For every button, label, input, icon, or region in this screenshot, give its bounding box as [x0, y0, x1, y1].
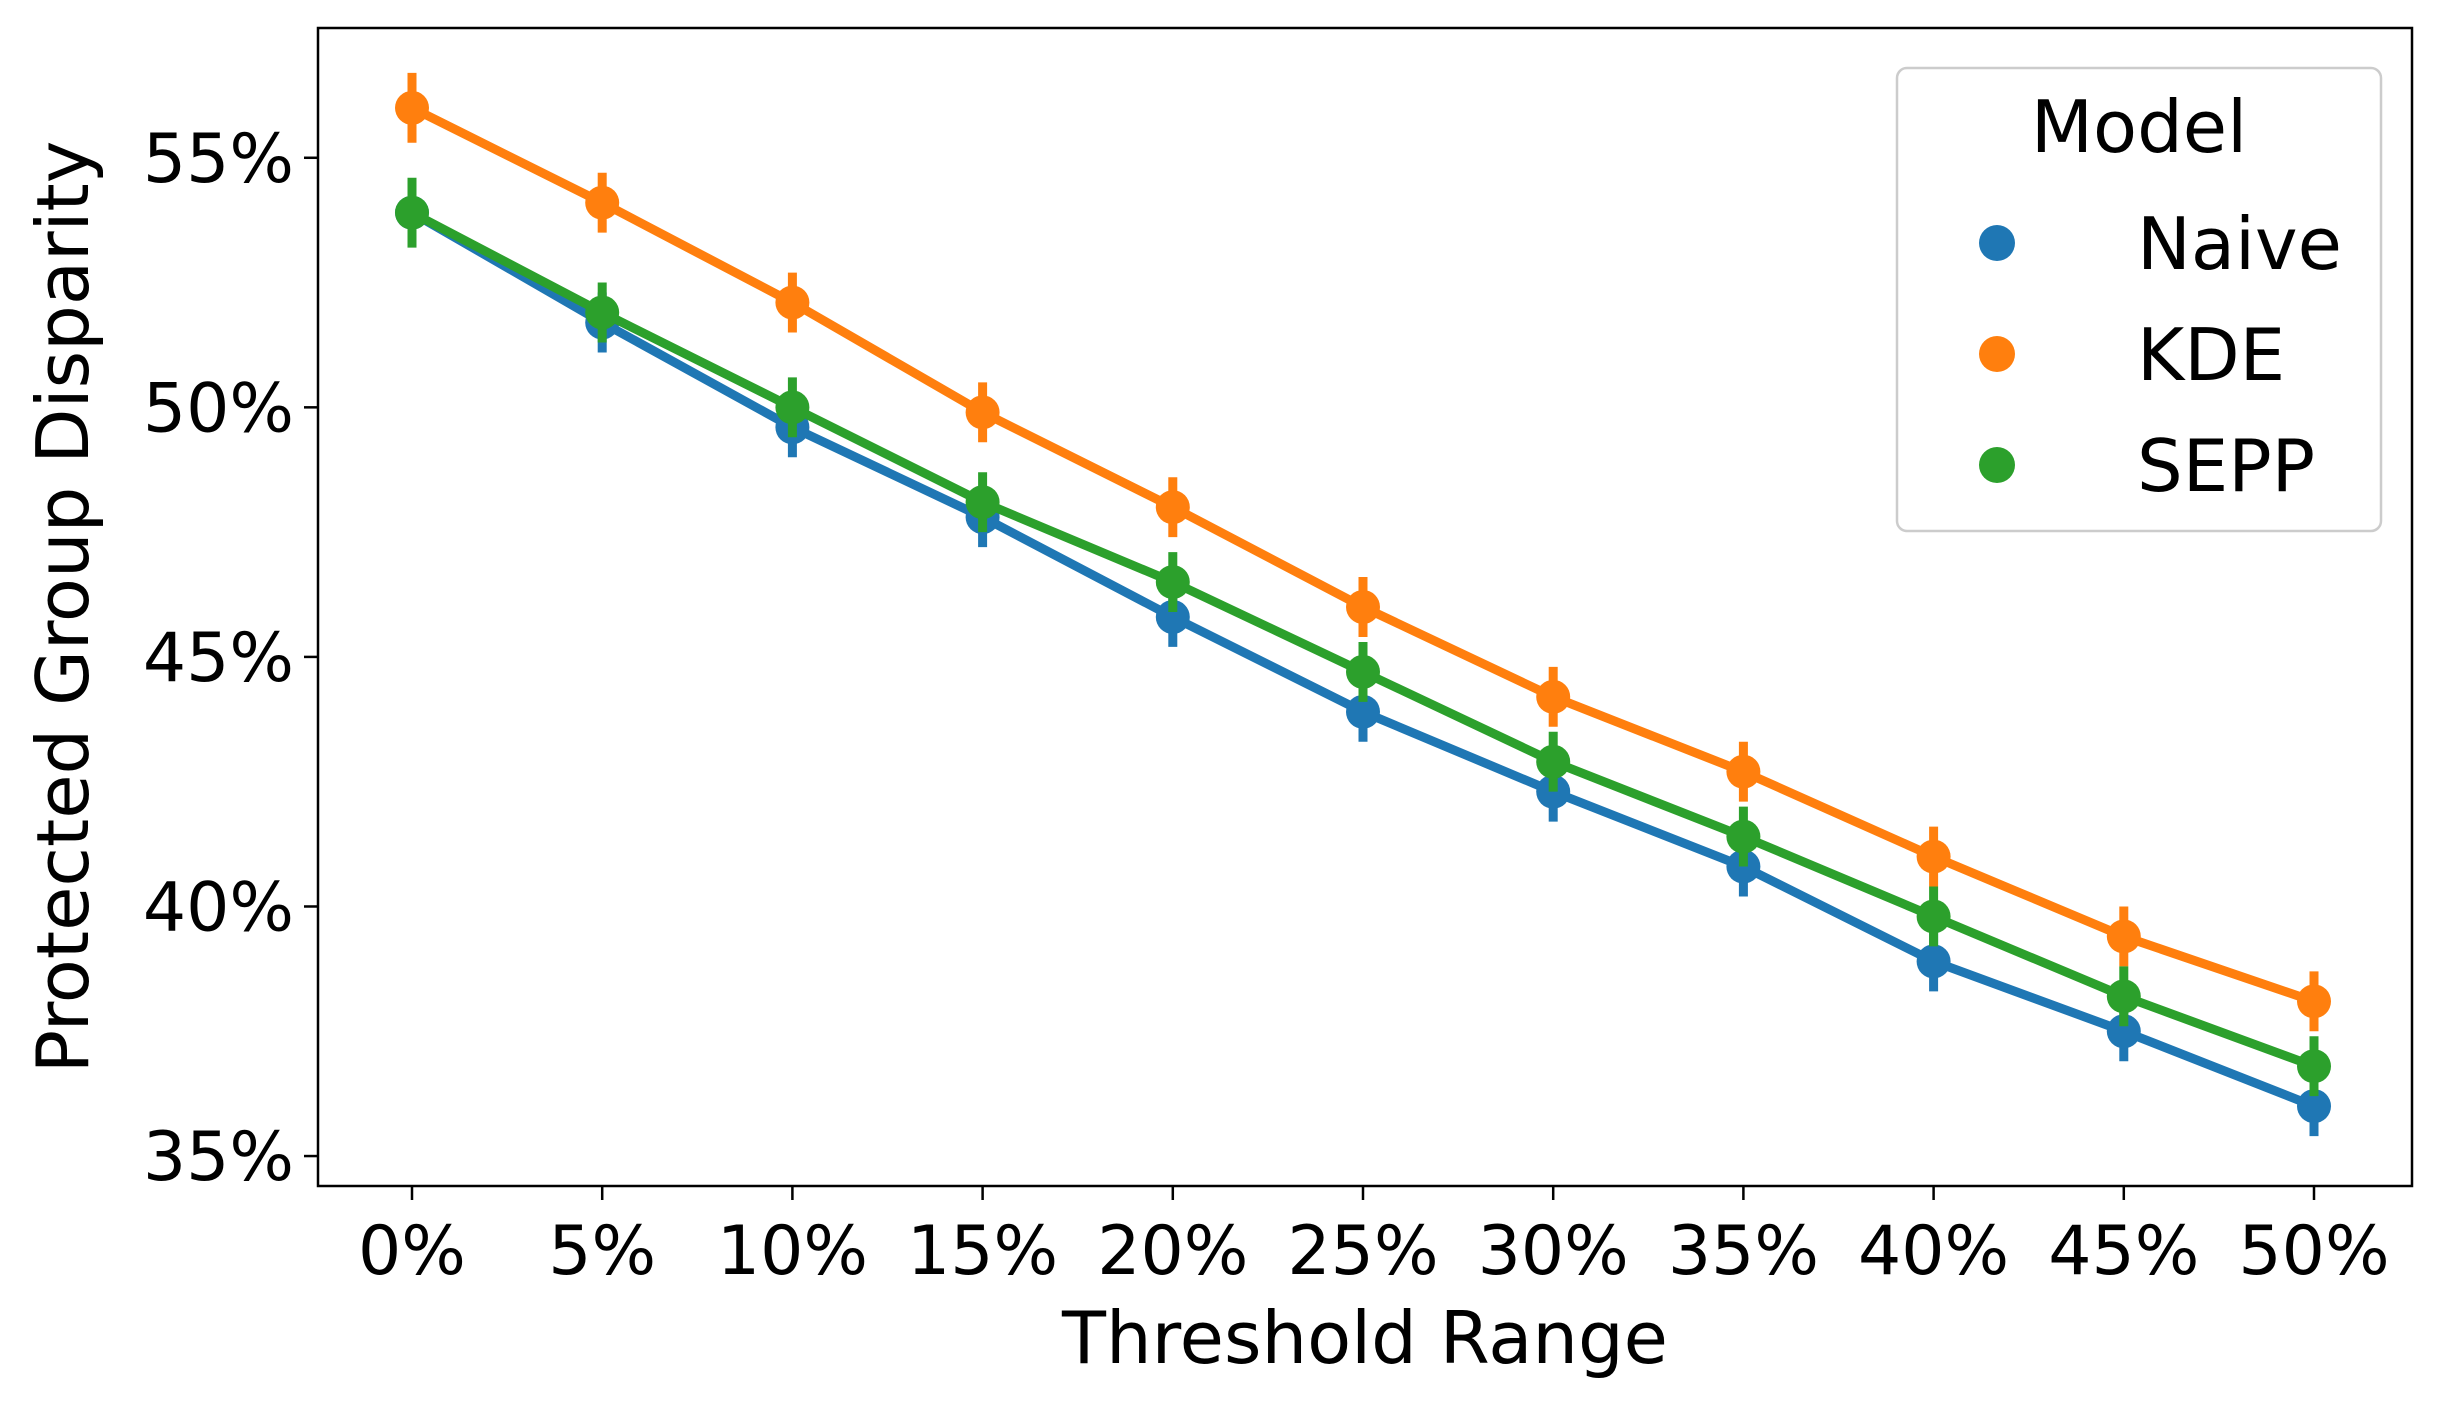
x-tick-label: 20% [1097, 1212, 1248, 1291]
kde-point [775, 285, 810, 320]
x-tick-label: 10% [717, 1212, 868, 1291]
naive-point [2297, 1089, 2331, 1124]
series-kde [395, 72, 2331, 1032]
naive-point [2106, 1014, 2141, 1049]
y-tick-label: 55% [143, 120, 294, 199]
x-axis-label: Threshold Range [1061, 1296, 1668, 1380]
kde-point [1916, 839, 1951, 874]
naive-point [1916, 944, 1951, 979]
y-axis: 35% 40% 45% 50% 55% [143, 120, 318, 1197]
kde-point [395, 90, 429, 125]
legend-box [1895, 66, 2383, 533]
sepp-point [1536, 744, 1571, 779]
plot-marks [395, 72, 2331, 1137]
sepp-point [1346, 654, 1380, 689]
sepp-point [1916, 899, 1951, 934]
series-sepp [395, 177, 2331, 1097]
legend-marker-kde [1979, 336, 2015, 372]
legend-title: Model [2031, 85, 2247, 169]
kde-point [1346, 590, 1380, 624]
x-tick-label: 25% [1287, 1212, 1438, 1291]
x-tick-label: 0% [358, 1212, 466, 1291]
kde-point [1726, 754, 1761, 789]
naive-point [1346, 694, 1380, 729]
legend-item-kde: KDE [1979, 313, 2285, 397]
legend-marker-sepp [1979, 447, 2015, 483]
plot-frame [316, 26, 2414, 1188]
sepp-point [2106, 979, 2141, 1014]
y-axis-label: Protected Group Disparity [21, 141, 105, 1074]
x-tick-label: 30% [1478, 1212, 1629, 1291]
sepp-point [965, 485, 1000, 520]
kde-point [585, 185, 620, 220]
x-tick-label: 50% [2238, 1212, 2389, 1291]
y-tick-label: 35% [143, 1118, 294, 1197]
legend-item-naive: Naive [1979, 202, 2342, 286]
x-tick-label: 15% [907, 1212, 1058, 1291]
legend-label-kde: KDE [2137, 313, 2285, 397]
y-tick-label: 40% [143, 868, 294, 947]
legend-label-naive: Naive [2137, 202, 2342, 286]
naive-point [1155, 599, 1190, 634]
sepp-point [395, 195, 429, 230]
legend-marker-naive [1979, 225, 2015, 261]
kde-point [2106, 919, 2141, 954]
sepp-point [1726, 819, 1761, 854]
legend-item-sepp: SEPP [1979, 424, 2315, 508]
sepp-point [585, 295, 620, 330]
y-tick-label: 45% [143, 619, 294, 698]
y-tick-label: 50% [143, 369, 294, 448]
kde-point [2297, 984, 2331, 1019]
kde-point [1536, 679, 1571, 714]
x-tick-label: 35% [1668, 1212, 1819, 1291]
legend-items: Naive KDE SEPP [1979, 202, 2342, 508]
legend: Model Naive KDE SEPP [1895, 66, 2383, 533]
sepp-point [2297, 1049, 2331, 1084]
legend-label-sepp: SEPP [2137, 424, 2315, 508]
x-tick-label: 45% [2048, 1212, 2199, 1291]
sepp-point [1155, 565, 1190, 600]
x-tick-label: 40% [1858, 1212, 2009, 1291]
kde-point [965, 395, 1000, 430]
x-tick-label: 5% [548, 1212, 656, 1291]
kde-point [1155, 490, 1190, 525]
x-axis: 0% 5% 10% 15% 20% 25% 30% 35% 40% 45% 50% [358, 1186, 2390, 1291]
sepp-point [775, 390, 810, 425]
